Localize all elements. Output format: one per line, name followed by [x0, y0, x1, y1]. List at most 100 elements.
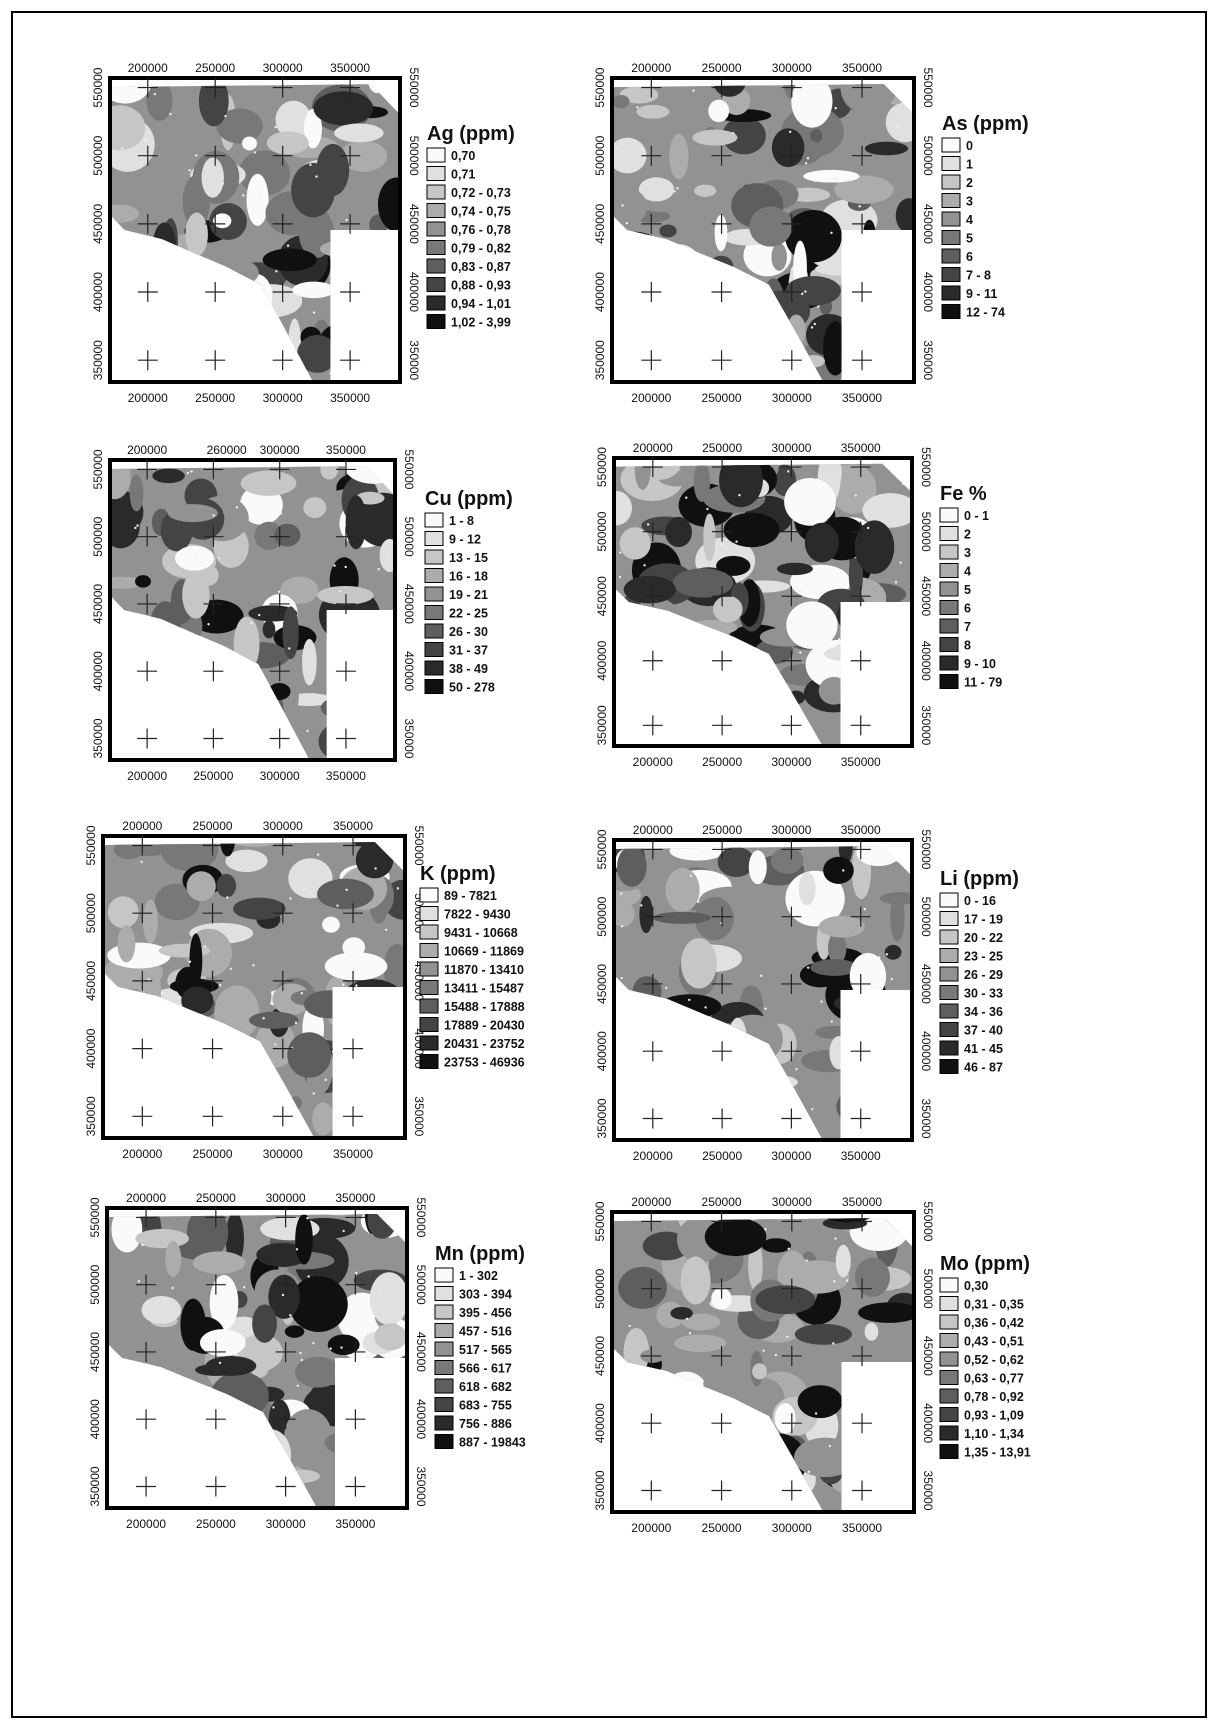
sample-dot: [154, 93, 156, 95]
legend-swatch: [427, 296, 445, 310]
legend-swatch: [942, 305, 960, 319]
legend-swatch: [940, 967, 958, 981]
sample-dot: [275, 270, 277, 272]
sample-dot: [804, 290, 806, 292]
y-tick-label-left: 500000: [88, 1264, 102, 1304]
shade-blob: [168, 504, 218, 522]
legend-swatch: [435, 1435, 453, 1449]
legend-label: 26 - 30: [449, 625, 488, 639]
shade-blob: [322, 917, 340, 933]
sample-dot: [226, 216, 228, 218]
shade-blob: [267, 131, 309, 154]
x-tick-label-top: 200000: [126, 1191, 166, 1205]
sample-dot: [274, 126, 276, 128]
y-tick-label-right: 550000: [407, 68, 421, 108]
y-tick-label-right: 400000: [921, 1403, 935, 1443]
legend-swatch: [427, 185, 445, 199]
legend-title: Cu (ppm): [425, 488, 513, 510]
shade-blob: [777, 563, 813, 575]
sample-dot: [855, 494, 857, 496]
sample-dot: [833, 1280, 835, 1282]
y-tick-label-right: 350000: [414, 1466, 428, 1506]
legend-label: 0,94 - 1,01: [451, 297, 511, 311]
y-tick-label-left: 350000: [595, 1098, 609, 1138]
legend-swatch: [940, 949, 958, 963]
shade-blob: [287, 1032, 331, 1078]
sample-dot: [621, 925, 623, 927]
y-tick-label-right: 400000: [919, 1031, 933, 1071]
shade-blob: [694, 462, 710, 502]
x-tick-label-bottom: 250000: [193, 1147, 233, 1161]
sample-dot: [834, 177, 836, 179]
x-tick-label-bottom: 200000: [631, 391, 671, 405]
sample-dot: [835, 107, 837, 109]
sample-dot: [620, 892, 622, 894]
legend-label: 0,63 - 0,77: [964, 1372, 1024, 1386]
y-tick-label-left: 500000: [595, 511, 609, 551]
shade-blob: [312, 1102, 334, 1135]
x-tick-label-top: 350000: [335, 1191, 375, 1205]
legend-label: 517 - 565: [459, 1343, 512, 1357]
x-tick-label-top: 200000: [631, 61, 671, 75]
legend-swatch: [420, 1036, 438, 1050]
sample-dot: [259, 193, 261, 195]
legend-swatch: [942, 138, 960, 152]
shade-blob: [681, 938, 717, 988]
x-tick-label-top: 300000: [266, 1191, 306, 1205]
shade-blob: [692, 130, 737, 146]
y-tick-label-right: 450000: [919, 576, 933, 616]
y-tick-label-left: 450000: [91, 204, 105, 244]
legend-swatch: [420, 962, 438, 976]
sample-dot: [187, 472, 189, 474]
sample-dot: [296, 1248, 298, 1250]
shade-blob: [618, 1267, 667, 1309]
legend-label: 0,43 - 0,51: [964, 1335, 1024, 1349]
x-tick-label-bottom: 350000: [841, 1149, 881, 1163]
shade-blob: [263, 249, 317, 272]
sample-dot: [355, 1272, 357, 1274]
y-tick-label-left: 550000: [595, 447, 609, 487]
legend-label: 7 - 8: [966, 269, 991, 283]
sample-dot: [799, 651, 801, 653]
y-tick-label-left: 350000: [593, 340, 607, 380]
shade-blob: [159, 944, 211, 958]
sample-dot: [832, 1342, 834, 1344]
x-tick-label-bottom: 250000: [702, 755, 742, 769]
sample-dot: [303, 888, 305, 890]
shade-blob: [718, 847, 755, 877]
legend-label: 1 - 302: [459, 1269, 498, 1283]
legend-swatch: [940, 930, 958, 944]
y-tick-label-left: 400000: [88, 1399, 102, 1439]
shade-blob: [313, 91, 373, 125]
sample-dot: [808, 1471, 810, 1473]
x-tick-label-top: 250000: [702, 823, 742, 837]
x-tick-label-bottom: 300000: [771, 1149, 811, 1163]
x-tick-label-bottom: 350000: [333, 1147, 373, 1161]
figure: 200000 250000 300000 350000 200000 250000 3000…: [0, 0, 1218, 1729]
y-tick-label-left: 550000: [91, 449, 105, 489]
legend-title: Fe %: [940, 483, 987, 505]
sample-dot: [355, 984, 357, 986]
shade-blob: [374, 1323, 407, 1350]
legend-label: 1 - 8: [449, 514, 474, 528]
shade-blob: [263, 620, 276, 638]
sample-dot: [831, 1020, 833, 1022]
sample-dot: [243, 1286, 245, 1288]
y-tick-label-right: 450000: [414, 1332, 428, 1372]
sample-dot: [878, 956, 880, 958]
shade-blob: [771, 243, 786, 271]
legend-swatch: [420, 925, 438, 939]
sample-dot: [280, 512, 282, 514]
shade-blob: [193, 1251, 246, 1274]
y-tick-label-right: 400000: [414, 1399, 428, 1439]
legend-label: 9 - 10: [964, 657, 996, 671]
shade-blob: [274, 524, 300, 547]
legend-swatch: [940, 1389, 958, 1403]
legend-swatch: [427, 222, 445, 236]
x-tick-label-top: 200000: [128, 61, 168, 75]
legend-swatch: [420, 888, 438, 902]
sample-dot: [799, 590, 801, 592]
sample-dot: [262, 1017, 264, 1019]
sample-dot: [817, 305, 819, 307]
y-tick-label-left: 400000: [84, 1028, 98, 1068]
